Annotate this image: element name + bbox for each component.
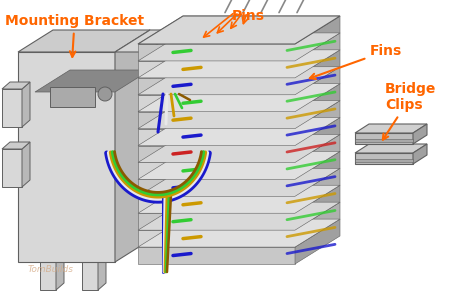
Polygon shape [295, 151, 340, 196]
Polygon shape [295, 33, 340, 78]
Polygon shape [22, 82, 30, 127]
Polygon shape [138, 230, 295, 247]
Polygon shape [138, 151, 340, 179]
Text: TomBuilds: TomBuilds [28, 265, 74, 274]
Polygon shape [355, 159, 413, 162]
Polygon shape [138, 219, 340, 247]
Polygon shape [295, 16, 340, 61]
Polygon shape [2, 149, 22, 187]
Polygon shape [413, 144, 427, 164]
Text: Fins: Fins [310, 44, 402, 79]
Polygon shape [56, 253, 64, 290]
Polygon shape [295, 84, 340, 128]
Polygon shape [413, 124, 427, 144]
Polygon shape [138, 118, 340, 145]
Polygon shape [138, 112, 295, 128]
Polygon shape [138, 95, 295, 112]
Polygon shape [138, 247, 295, 264]
Polygon shape [295, 185, 340, 230]
Polygon shape [138, 61, 295, 78]
Polygon shape [138, 16, 340, 44]
Polygon shape [22, 142, 30, 187]
Polygon shape [2, 82, 30, 89]
Polygon shape [40, 260, 56, 290]
Polygon shape [355, 124, 427, 133]
Polygon shape [138, 67, 340, 95]
Polygon shape [138, 213, 295, 230]
Polygon shape [138, 134, 340, 162]
Polygon shape [35, 70, 150, 92]
Polygon shape [138, 202, 340, 230]
Polygon shape [50, 87, 95, 107]
Polygon shape [82, 260, 98, 290]
Polygon shape [2, 142, 30, 149]
Text: Bridge
Clips: Bridge Clips [383, 82, 437, 140]
Polygon shape [138, 16, 340, 44]
Polygon shape [295, 219, 340, 264]
Polygon shape [295, 118, 340, 162]
Polygon shape [138, 162, 295, 179]
Polygon shape [115, 30, 150, 262]
Polygon shape [138, 168, 340, 196]
Polygon shape [355, 133, 413, 144]
Polygon shape [355, 144, 427, 153]
Polygon shape [98, 253, 106, 290]
Polygon shape [138, 78, 295, 95]
Polygon shape [295, 168, 340, 213]
Text: Mounting Bracket: Mounting Bracket [5, 14, 144, 57]
Polygon shape [138, 128, 295, 145]
Polygon shape [295, 101, 340, 145]
Polygon shape [138, 101, 340, 128]
Polygon shape [295, 67, 340, 112]
Polygon shape [138, 196, 295, 213]
Polygon shape [138, 84, 340, 112]
Polygon shape [295, 50, 340, 95]
Polygon shape [115, 30, 180, 52]
Polygon shape [138, 179, 295, 196]
Polygon shape [2, 89, 22, 127]
Polygon shape [355, 153, 413, 164]
Circle shape [98, 87, 112, 101]
Polygon shape [295, 134, 340, 179]
Polygon shape [18, 52, 115, 262]
Polygon shape [138, 50, 340, 78]
Polygon shape [355, 139, 413, 142]
Polygon shape [138, 145, 295, 162]
Polygon shape [138, 44, 295, 61]
Polygon shape [18, 30, 150, 52]
Text: Pins: Pins [231, 9, 264, 23]
Polygon shape [295, 202, 340, 247]
Polygon shape [138, 33, 340, 61]
Polygon shape [138, 185, 340, 213]
